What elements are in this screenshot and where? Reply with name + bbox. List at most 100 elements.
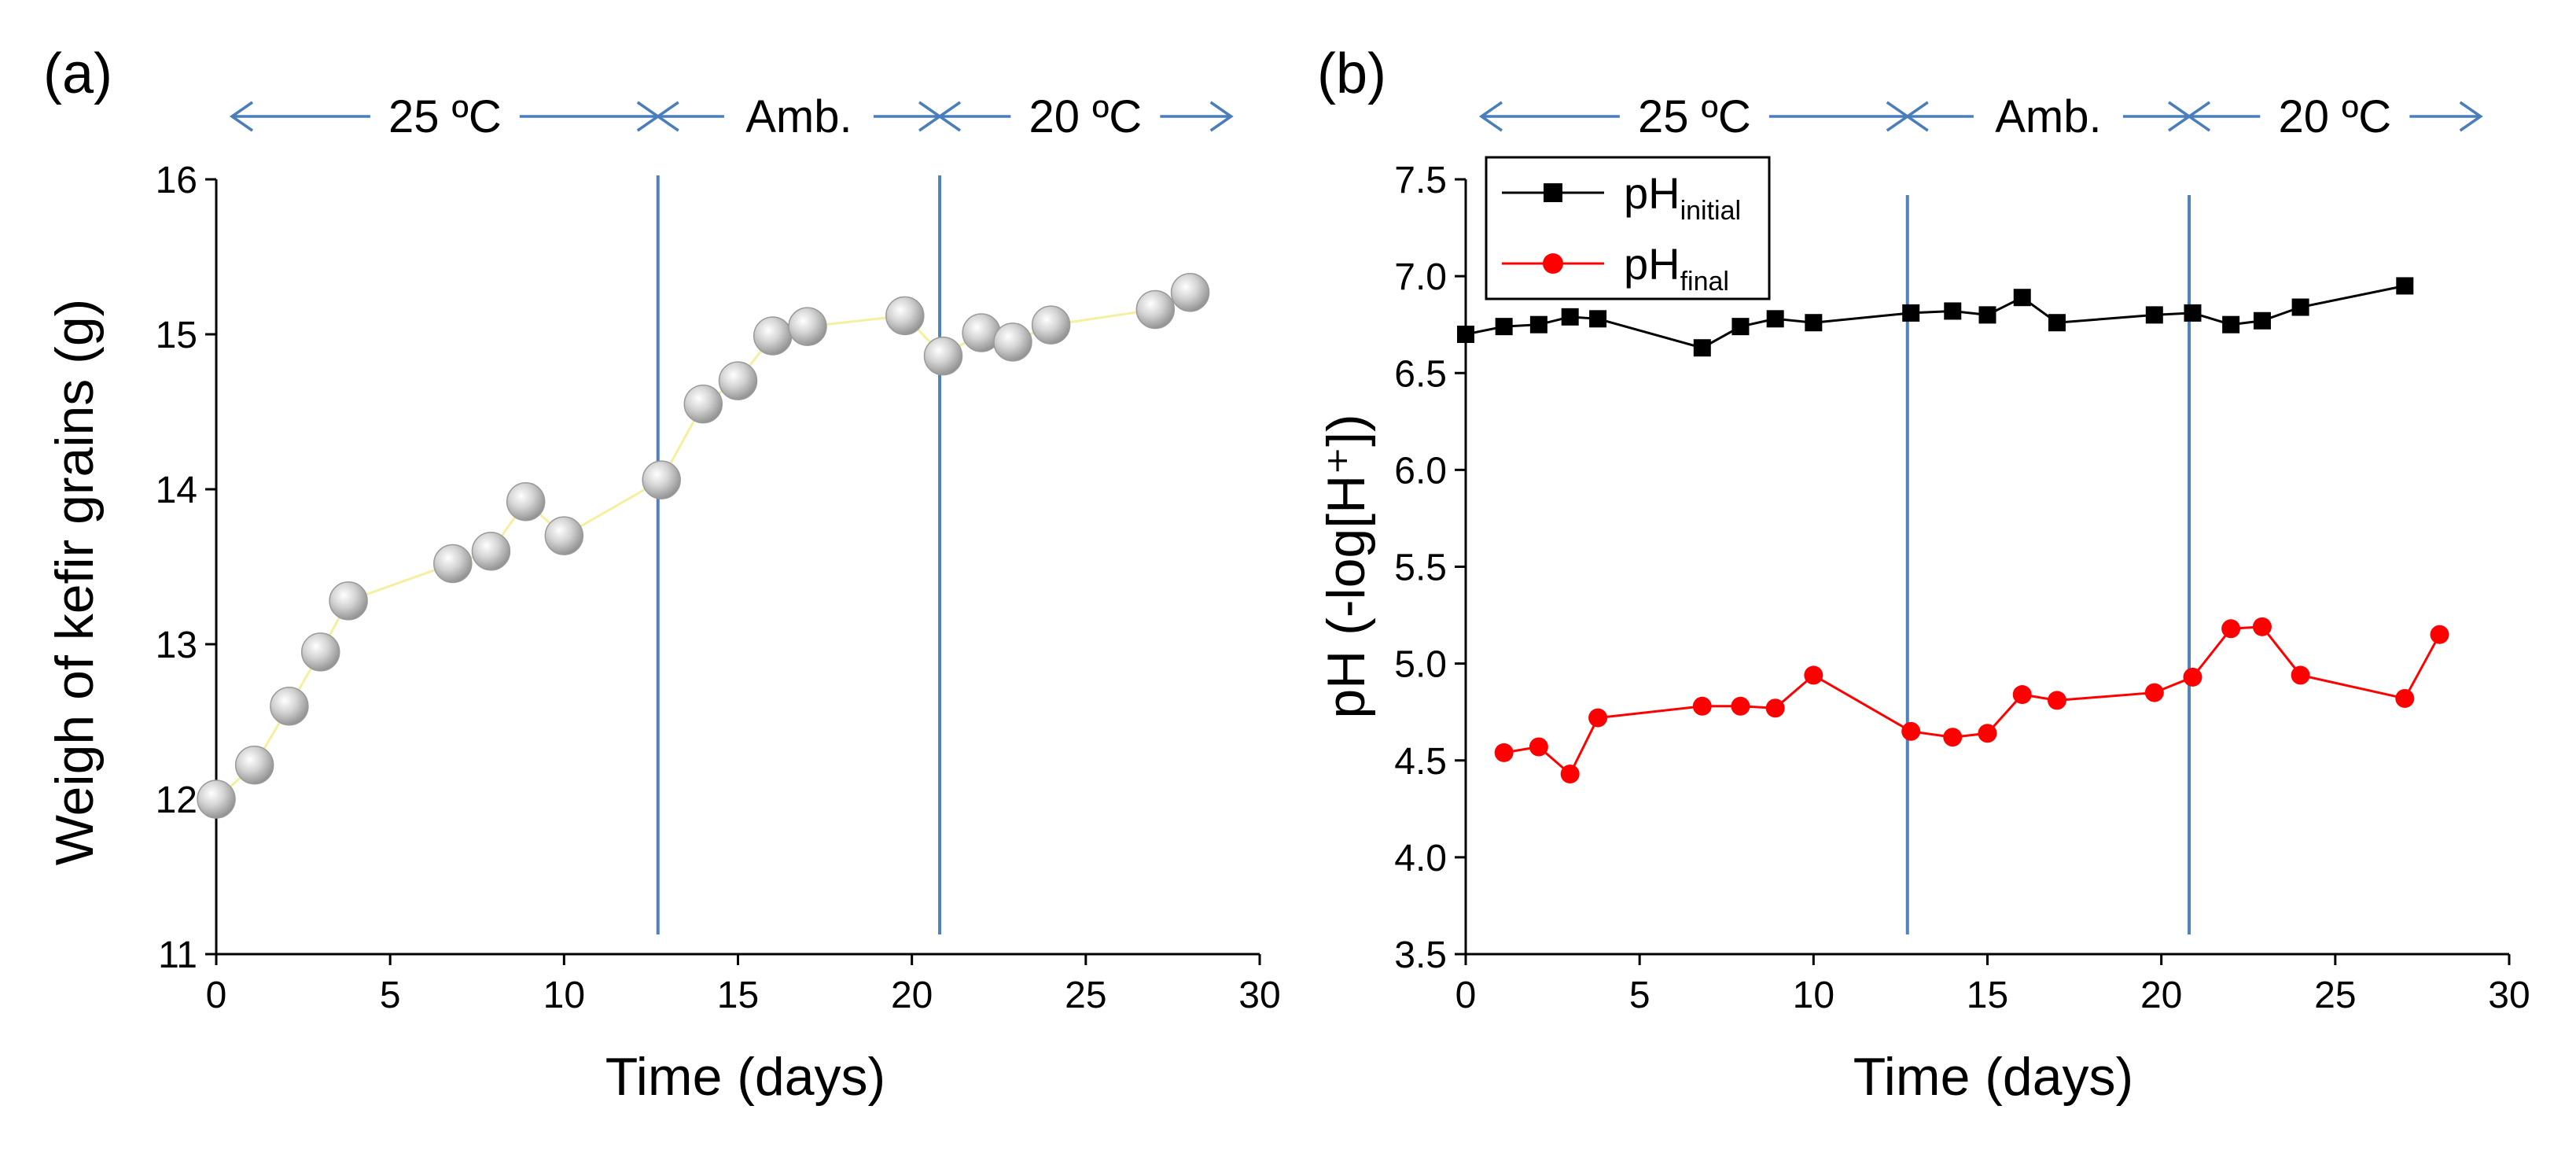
phase-annotations-b: 25 ºC Amb. 20 ºC — [1478, 91, 2483, 142]
data-point — [1135, 289, 1176, 330]
data-point-initial — [2013, 289, 2031, 307]
data-point-final — [2395, 688, 2415, 708]
x-tick-label: 25 — [2314, 975, 2356, 1016]
y-tick-label: 5.5 — [1394, 547, 1447, 589]
data-point-final — [2183, 667, 2202, 687]
data-point-final — [1560, 764, 1580, 783]
data-point-final — [2252, 617, 2272, 636]
data-point-initial — [2184, 304, 2202, 322]
x-tick-label: 20 — [891, 975, 933, 1016]
data-point-initial — [1978, 306, 1996, 324]
phase-arrowhead-left — [229, 101, 253, 132]
data-point-final — [1943, 728, 1963, 747]
data-point — [300, 632, 340, 672]
x-tick-label: 5 — [380, 975, 401, 1016]
chart-panel-b: (b) 25 ºC Amb. 20 ºC 0 5 10 15 20 25 30 3.5 4.0 4.5… — [1316, 42, 2530, 1107]
legend-label-initial: pHinitial — [1624, 168, 1741, 226]
data-series-b — [1457, 277, 2449, 783]
data-point-final — [1804, 665, 1823, 685]
data-point-final — [1494, 743, 1514, 762]
data-point-initial — [1529, 315, 1547, 334]
data-point-final — [2144, 683, 2164, 702]
data-point — [234, 745, 274, 785]
y-tick-label: 4.0 — [1394, 838, 1447, 879]
data-point-final — [2291, 665, 2310, 685]
data-point — [885, 296, 925, 336]
data-point — [197, 780, 236, 819]
phase-arrowhead-left — [2186, 101, 2211, 132]
y-tick-label: 14 — [156, 470, 197, 511]
legend-box — [1485, 156, 1771, 300]
y-axis-label-a: Weigh of kefir grains (g) — [45, 299, 105, 866]
data-point-initial — [1457, 326, 1474, 343]
data-point-final — [1765, 698, 1785, 718]
data-point-initial — [1731, 318, 1750, 336]
data-point-initial — [1902, 304, 1920, 322]
phase-label: 25 ºC — [1638, 91, 1751, 142]
x-tick-label: 30 — [2488, 975, 2530, 1016]
data-point-initial — [1766, 310, 1784, 328]
x-tick-label: 10 — [1793, 975, 1834, 1016]
x-tick-label: 0 — [206, 975, 227, 1016]
phase-label: 20 ºC — [2279, 91, 2392, 142]
data-point — [1170, 273, 1210, 312]
phase-label: Amb. — [1995, 91, 2101, 142]
phase-arrowhead-right — [1209, 101, 1234, 132]
y-tick-label: 15 — [156, 315, 197, 356]
phase-arrowhead-left — [655, 101, 679, 132]
data-point-initial — [1944, 302, 1962, 320]
data-point-final — [1901, 721, 1921, 741]
data-point-initial — [1589, 310, 1607, 328]
vertical-lines-a — [656, 175, 942, 934]
x-tick-label: 20 — [2140, 975, 2182, 1016]
x-tick-label: 30 — [1238, 975, 1280, 1016]
data-point-initial — [2253, 311, 2271, 330]
data-point — [923, 336, 963, 376]
data-point-initial — [1495, 318, 1513, 336]
y-tick-label: 4.5 — [1394, 741, 1447, 783]
data-point-final — [1731, 696, 1750, 716]
y-tick-label: 13 — [156, 625, 197, 666]
data-point — [993, 322, 1032, 362]
data-point-initial — [2048, 314, 2066, 332]
x-tick-label: 0 — [1455, 975, 1477, 1016]
data-point-initial — [1561, 308, 1579, 326]
data-point-final — [2221, 619, 2241, 639]
data-series-a — [197, 273, 1210, 819]
data-point — [544, 516, 584, 555]
x-axis-label-a: Time (days) — [605, 1047, 885, 1107]
data-point — [788, 307, 827, 346]
data-point-initial — [2291, 298, 2309, 316]
y-tick-label: 3.5 — [1394, 934, 1447, 976]
data-point — [270, 687, 309, 726]
axes-a: 0 5 10 15 20 25 30 11 12 13 14 15 16 — [156, 160, 1281, 1016]
phase-arrowhead-left — [1904, 101, 1929, 132]
legend-marker-final — [1543, 253, 1563, 274]
y-tick-label: 12 — [156, 780, 197, 821]
y-tick-label: 16 — [156, 160, 197, 201]
legend-marker-initial — [1544, 183, 1562, 202]
y-axis-label-b: pH (-log[H⁺]) — [1316, 414, 1376, 718]
data-point-final — [2012, 685, 2032, 705]
phase-label: 20 ºC — [1029, 91, 1143, 142]
y-tick-label: 11 — [158, 934, 197, 976]
data-point-final — [1588, 708, 1608, 728]
data-point-initial — [2396, 277, 2414, 295]
phase-arrowhead-left — [1478, 101, 1503, 132]
panel-label-b: (b) — [1317, 42, 1386, 105]
data-point — [642, 460, 681, 499]
y-tick-label: 5.0 — [1394, 644, 1447, 686]
data-point — [471, 532, 511, 571]
phase-arrowhead-left — [937, 101, 962, 132]
data-point — [718, 361, 758, 400]
legend-b: pHinitial pHfinal — [1485, 156, 1771, 300]
data-point — [433, 544, 473, 584]
y-tick-label: 7.0 — [1394, 256, 1447, 298]
data-point-final — [1692, 696, 1712, 716]
series-line — [1503, 625, 2441, 776]
x-tick-label: 15 — [1967, 975, 2008, 1016]
data-point-initial — [1805, 314, 1823, 332]
data-point — [683, 384, 723, 424]
x-tick-label: 5 — [1629, 975, 1650, 1016]
